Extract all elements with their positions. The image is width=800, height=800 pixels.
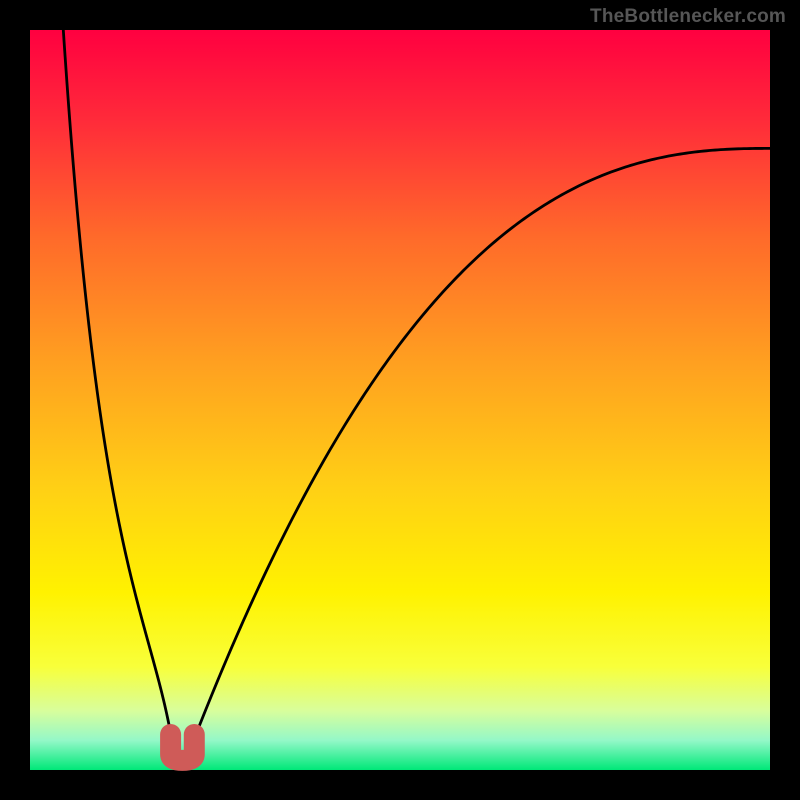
bottleneck-chart xyxy=(0,0,800,800)
watermark-text: TheBottlenecker.com xyxy=(590,6,786,28)
plot-gradient-background xyxy=(30,30,770,770)
